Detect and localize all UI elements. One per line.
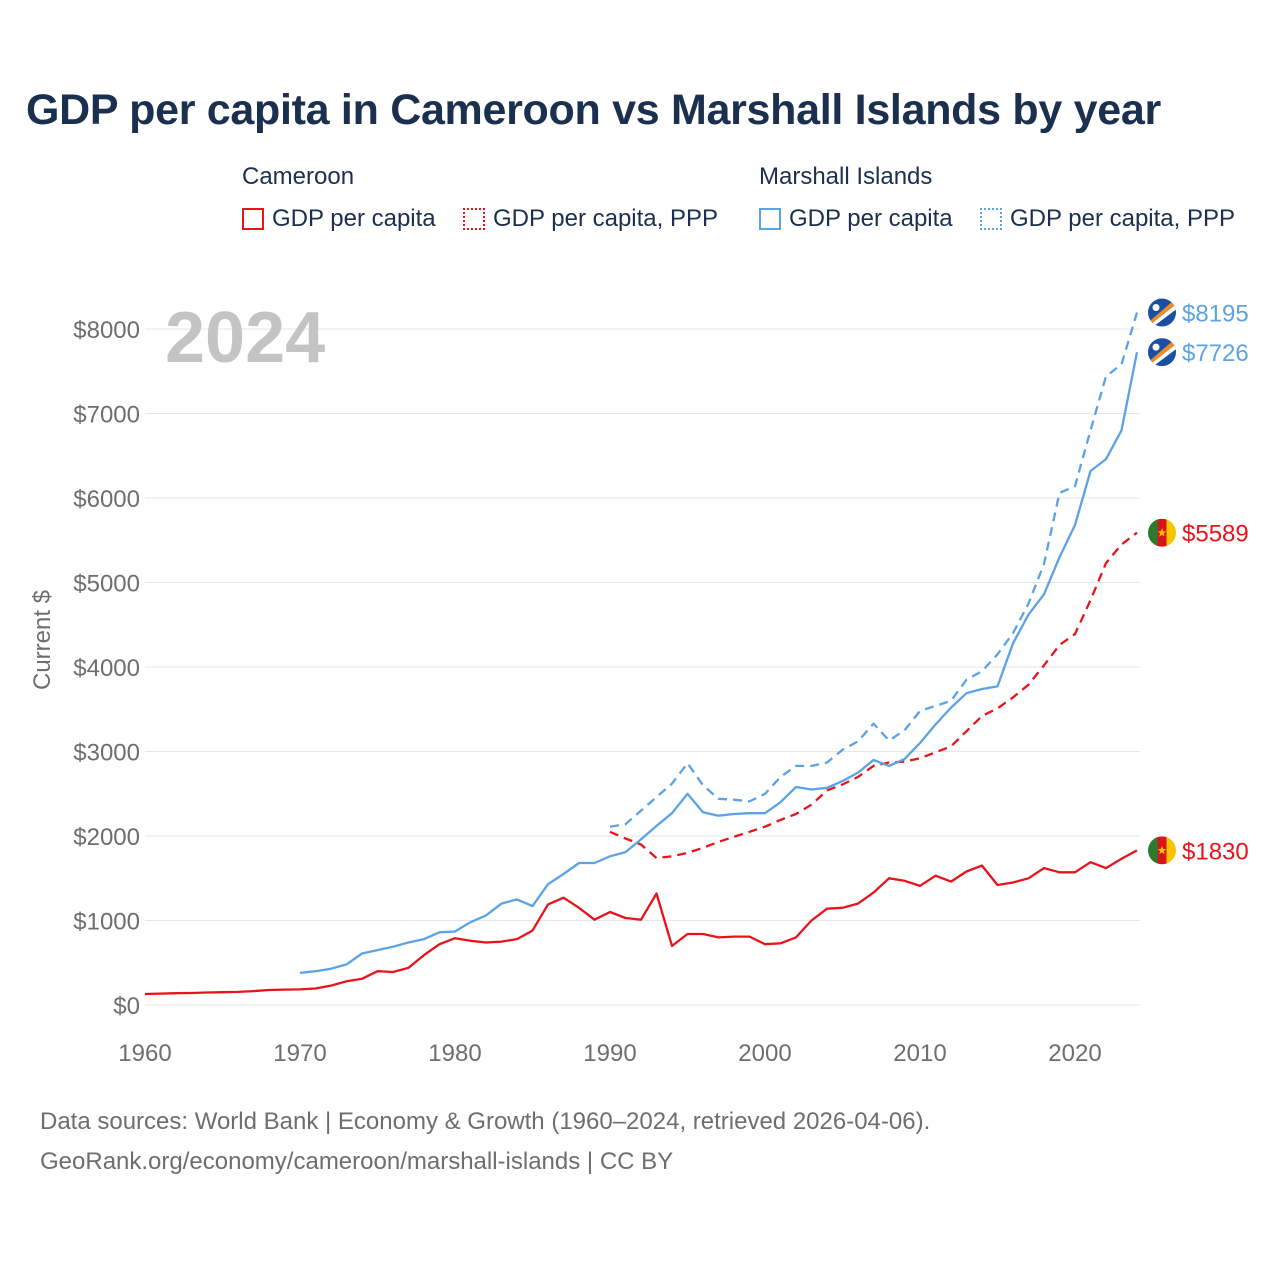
legend-swatch-dotted-blue <box>980 208 1002 230</box>
end-value-label: $7726 <box>1182 340 1249 367</box>
end-markers: $8195 $7726 $5589 $1830 <box>1148 298 1249 865</box>
legend-item-cameroon-gdp[interactable]: GDP per capita <box>242 205 436 233</box>
x-tick-label: 1960 <box>118 1040 171 1067</box>
end-value-label: $5589 <box>1182 521 1249 548</box>
legend-label: GDP per capita, PPP <box>1010 205 1235 232</box>
legend-label: GDP per capita <box>789 205 953 232</box>
x-tick-label: 2010 <box>893 1040 946 1067</box>
year-watermark: 2024 <box>165 298 325 378</box>
y-tick-label: $6000 <box>73 486 140 513</box>
legend-label: GDP per capita, PPP <box>493 205 718 232</box>
series-line-cameroon-gdp-per-capita[interactable] <box>144 849 1138 996</box>
cameroon-flag-icon <box>1148 836 1176 865</box>
end-value-label: $8195 <box>1182 301 1249 328</box>
y-tick-label: $4000 <box>73 655 140 682</box>
y-tick-label: $0 <box>113 993 140 1020</box>
x-tick-label: 2020 <box>1048 1040 1101 1067</box>
marshall-islands-flag-icon <box>1148 298 1176 327</box>
legend-swatch-solid-blue <box>759 208 781 230</box>
y-tick-label: $8000 <box>73 317 140 344</box>
legend-item-marshall-gdp-ppp[interactable]: GDP per capita, PPP <box>980 205 1235 233</box>
legend-group-marshall-islands: Marshall Islands <box>759 163 933 190</box>
source-line-2[interactable]: GeoRank.org/economy/cameroon/marshall-is… <box>40 1148 674 1175</box>
x-axis-ticks: 1960 1970 1980 1990 2000 2010 2020 <box>118 1040 1101 1067</box>
grid-lines <box>145 328 1140 1006</box>
y-tick-label: $7000 <box>73 402 140 429</box>
legend-swatch-solid-red <box>242 208 264 230</box>
y-tick-label: $5000 <box>73 571 140 598</box>
legend-item-marshall-gdp[interactable]: GDP per capita <box>759 205 953 233</box>
legend-label: GDP per capita <box>272 205 436 232</box>
legend-swatch-dotted-red <box>463 208 485 230</box>
legend-group-cameroon: Cameroon <box>242 163 355 190</box>
y-axis-label: Current $ <box>29 590 56 690</box>
cameroon-flag-icon <box>1148 518 1176 547</box>
x-tick-label: 1990 <box>583 1040 636 1067</box>
y-tick-label: $3000 <box>73 740 140 767</box>
x-tick-label: 1970 <box>273 1040 326 1067</box>
series-group <box>144 312 1139 996</box>
x-tick-label: 2000 <box>738 1040 791 1067</box>
y-axis-ticks: $0 $1000 $2000 $3000 $4000 $5000 $6000 $7000 $80… <box>73 317 140 1020</box>
end-value-label: $1830 <box>1182 838 1249 865</box>
source-line-1: Data sources: World Bank | Economy & Gro… <box>40 1108 931 1135</box>
y-tick-label: $2000 <box>73 824 140 851</box>
x-tick-label: 1980 <box>428 1040 481 1067</box>
chart-title: GDP per capita in Cameroon vs Marshall I… <box>26 86 1161 134</box>
marshall-islands-flag-icon <box>1148 338 1176 367</box>
series-line-marshall-islands-gdp-per-capita-ppp[interactable] <box>609 312 1139 828</box>
series-line-cameroon-gdp-per-capita-ppp[interactable] <box>609 531 1138 860</box>
legend-item-cameroon-gdp-ppp[interactable]: GDP per capita, PPP <box>463 205 718 233</box>
y-tick-label: $1000 <box>73 909 140 936</box>
series-line-marshall-islands-gdp-per-capita[interactable] <box>299 351 1139 975</box>
